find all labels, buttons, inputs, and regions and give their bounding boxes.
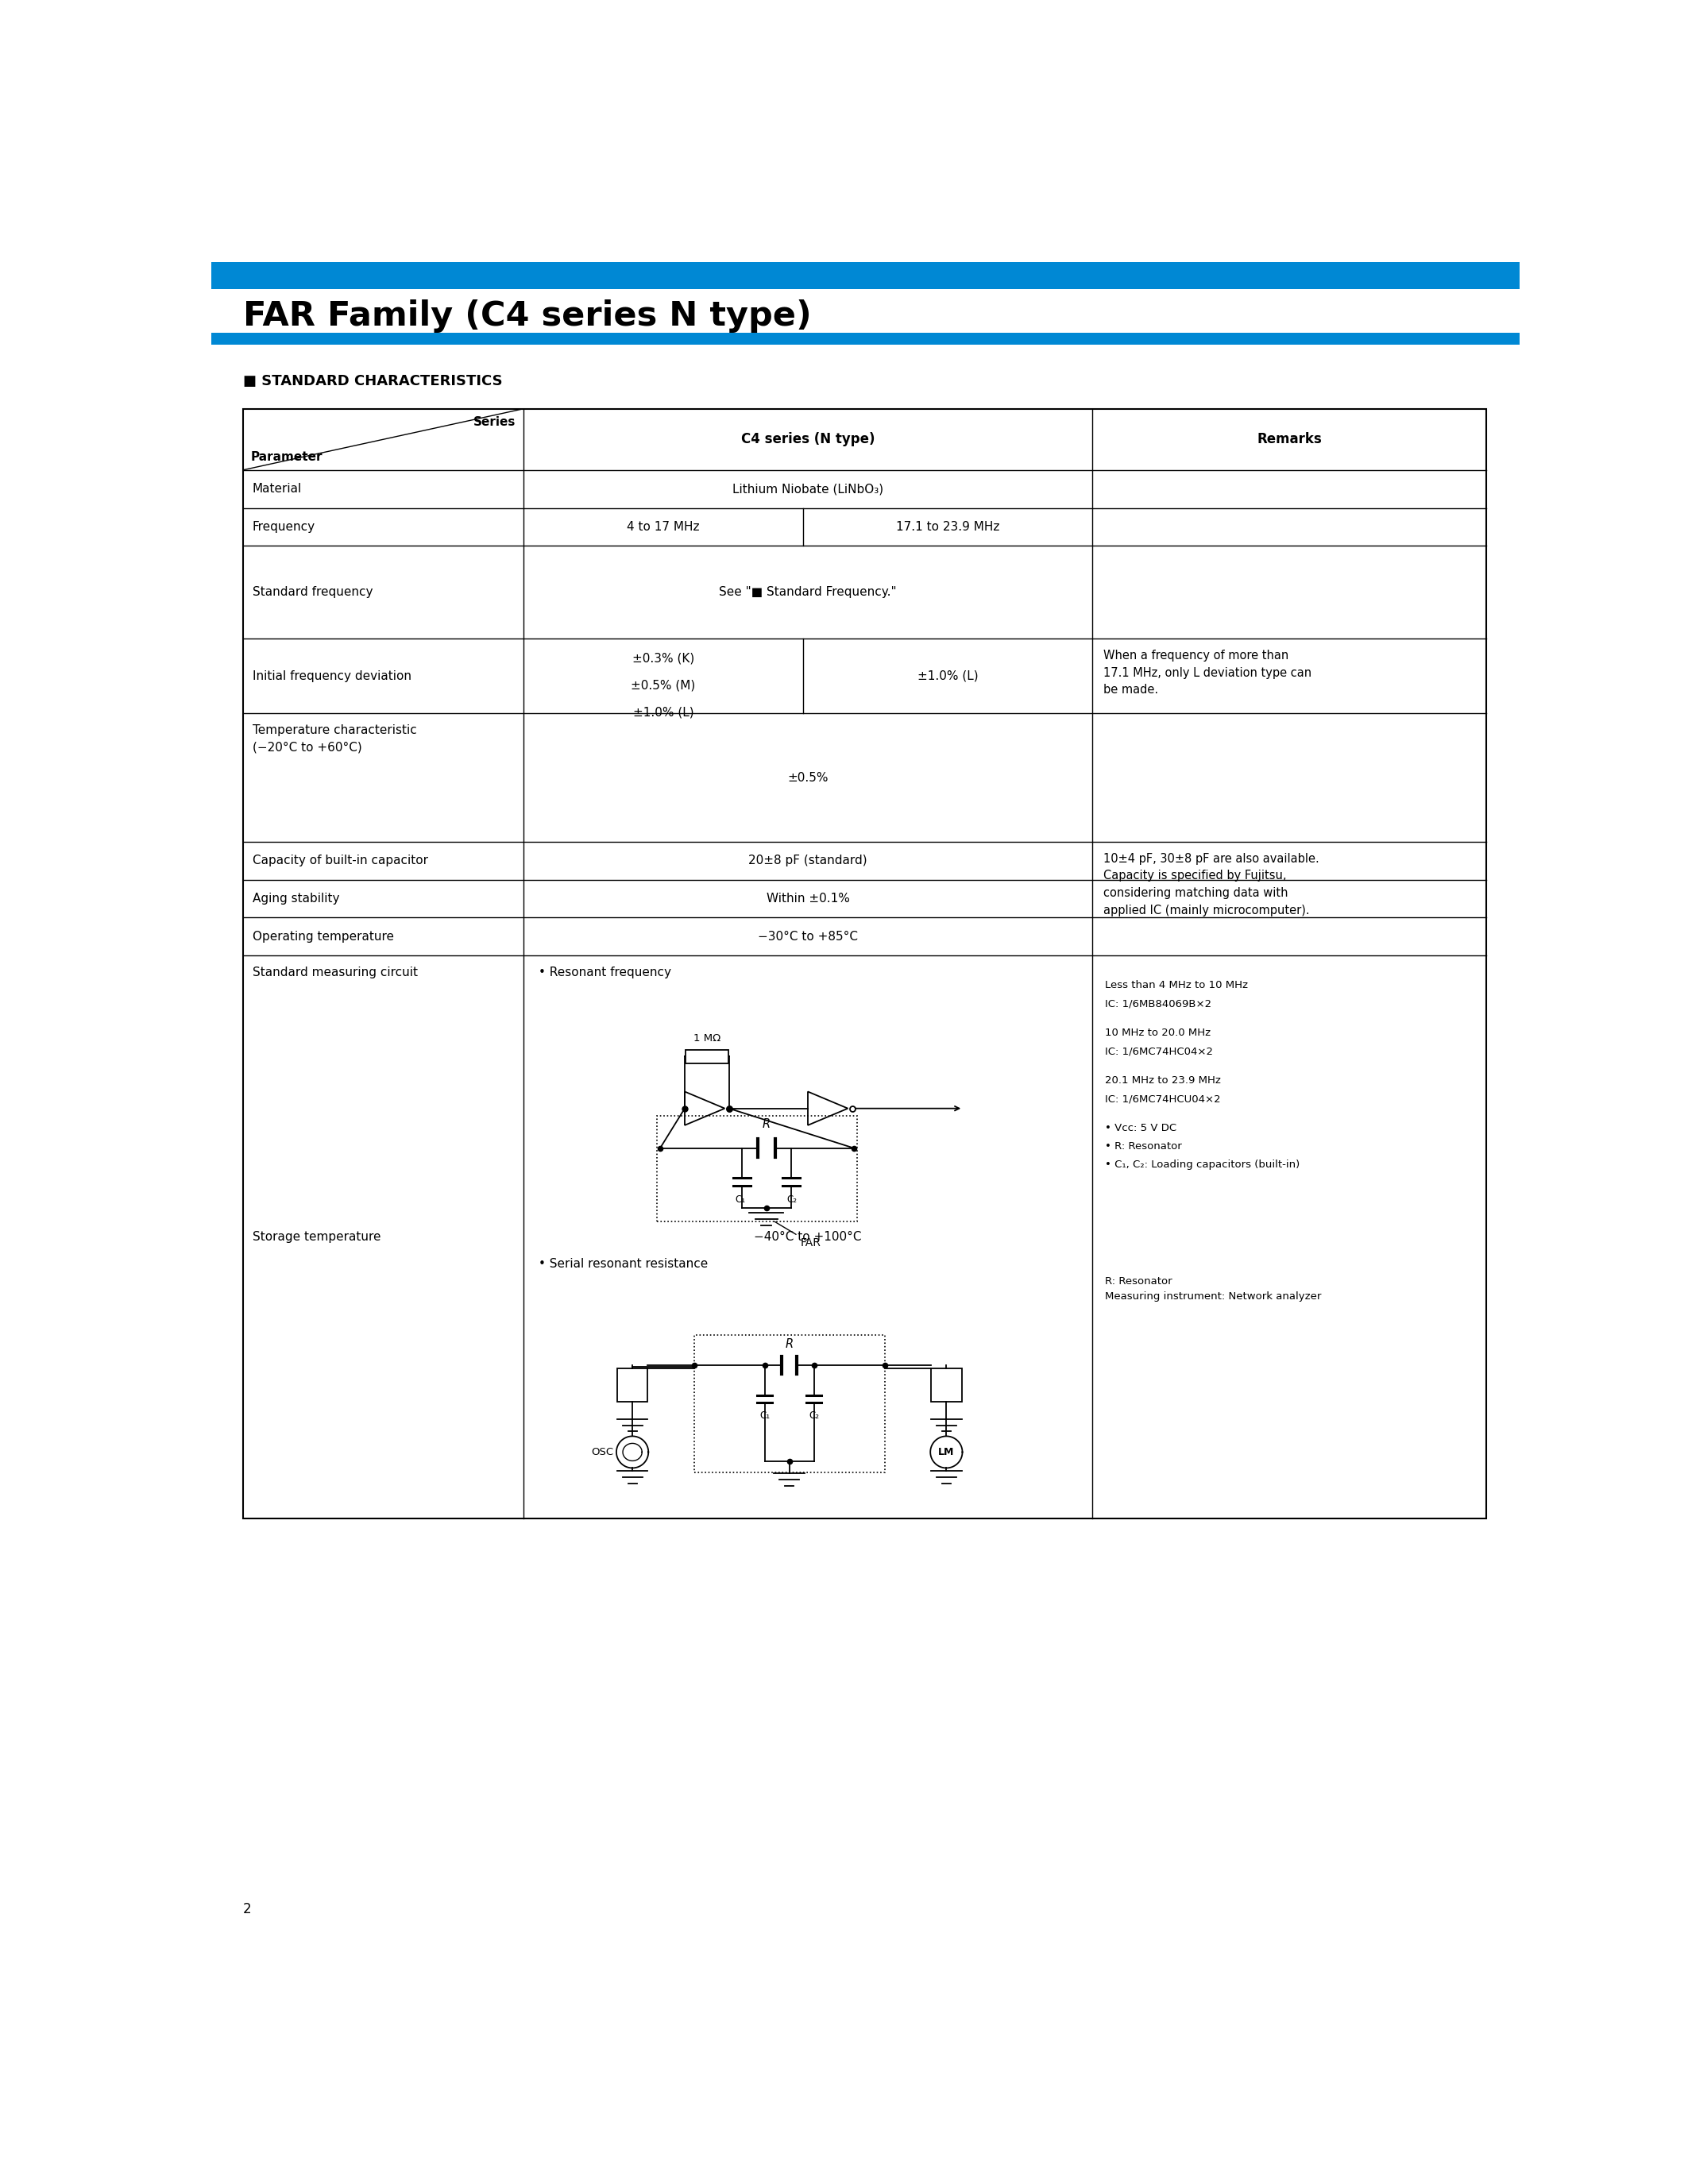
Text: • C₁, C₂: Loading capacitors (built-in): • C₁, C₂: Loading capacitors (built-in) <box>1106 1160 1300 1171</box>
Text: Standard frequency: Standard frequency <box>252 585 373 598</box>
Text: 75 Ω: 75 Ω <box>621 1380 645 1391</box>
Text: 4 to 17 MHz: 4 to 17 MHz <box>626 522 699 533</box>
Text: LM: LM <box>939 1448 954 1457</box>
Text: Remarks: Remarks <box>1258 432 1322 446</box>
Text: • Serial resonant resistance: • Serial resonant resistance <box>538 1258 707 1271</box>
Text: Less than 4 MHz to 10 MHz: Less than 4 MHz to 10 MHz <box>1106 981 1247 989</box>
Text: • Resonant frequency: • Resonant frequency <box>538 968 672 978</box>
Text: Parameter: Parameter <box>250 450 322 463</box>
Text: IC: 1/6MC74HCU04×2: IC: 1/6MC74HCU04×2 <box>1106 1094 1220 1105</box>
Bar <box>685 1051 729 1064</box>
Text: R: R <box>785 1339 793 1350</box>
Text: ±1.0% (L): ±1.0% (L) <box>633 705 694 719</box>
Text: Series: Series <box>473 417 517 428</box>
Bar <box>243 408 1487 1518</box>
Text: 2: 2 <box>243 1902 252 1915</box>
Text: C₁: C₁ <box>760 1411 770 1422</box>
Text: • R: Resonator: • R: Resonator <box>1106 1142 1182 1151</box>
Text: Operating temperature: Operating temperature <box>252 930 393 943</box>
Text: C₂: C₂ <box>809 1411 819 1422</box>
Text: When a frequency of more than
17.1 MHz, only L deviation type can
be made.: When a frequency of more than 17.1 MHz, … <box>1104 651 1312 697</box>
Text: ±0.5% (M): ±0.5% (M) <box>631 679 695 690</box>
Text: See "■ Standard Frequency.": See "■ Standard Frequency." <box>719 585 896 598</box>
Text: Storage temperature: Storage temperature <box>252 1232 380 1243</box>
Text: IC: 1/6MB84069B×2: IC: 1/6MB84069B×2 <box>1106 998 1212 1009</box>
Text: 10±4 pF, 30±8 pF are also available.
Capacity is specified by Fujitsu,
consideri: 10±4 pF, 30±8 pF are also available. Cap… <box>1104 852 1320 915</box>
Text: R: R <box>763 1118 770 1129</box>
Bar <box>211 332 1519 345</box>
Text: Material: Material <box>252 483 302 496</box>
Text: 10 MHz to 20.0 MHz: 10 MHz to 20.0 MHz <box>1106 1029 1210 1037</box>
Bar <box>657 1116 858 1221</box>
Text: Within ±0.1%: Within ±0.1% <box>766 893 849 904</box>
Text: ±0.3% (K): ±0.3% (K) <box>631 653 694 664</box>
Text: OSC: OSC <box>591 1448 613 1457</box>
Text: R: Resonator
Measuring instrument: Network analyzer: R: Resonator Measuring instrument: Netwo… <box>1106 1278 1322 1302</box>
Bar <box>618 1369 648 1402</box>
Text: Aging stability: Aging stability <box>252 893 339 904</box>
Text: Temperature characteristic
(−20°C to +60°C): Temperature characteristic (−20°C to +60… <box>252 725 417 753</box>
Text: 17.1 to 23.9 MHz: 17.1 to 23.9 MHz <box>896 522 999 533</box>
Text: IC: 1/6MC74HC04×2: IC: 1/6MC74HC04×2 <box>1106 1046 1214 1057</box>
Text: Standard measuring circuit: Standard measuring circuit <box>252 968 417 978</box>
Text: 20±8 pF (standard): 20±8 pF (standard) <box>748 854 868 867</box>
Bar <box>211 262 1519 288</box>
Text: Lithium Niobate (LiNbO₃): Lithium Niobate (LiNbO₃) <box>733 483 883 496</box>
Text: ■ STANDARD CHARACTERISTICS: ■ STANDARD CHARACTERISTICS <box>243 373 503 389</box>
Text: 1 MΩ: 1 MΩ <box>694 1033 721 1044</box>
Text: C4 series (N type): C4 series (N type) <box>741 432 874 446</box>
Text: −30°C to +85°C: −30°C to +85°C <box>758 930 858 943</box>
Text: Capacity of built-in capacitor: Capacity of built-in capacitor <box>252 854 427 867</box>
Bar <box>694 1334 885 1472</box>
Text: Initial frequency deviation: Initial frequency deviation <box>252 670 412 681</box>
Text: 75 Ω: 75 Ω <box>935 1380 959 1391</box>
Text: FAR: FAR <box>775 1221 820 1249</box>
Text: • Vcc: 5 V DC: • Vcc: 5 V DC <box>1106 1123 1177 1133</box>
Text: ±0.5%: ±0.5% <box>787 771 829 784</box>
Text: 20.1 MHz to 23.9 MHz: 20.1 MHz to 23.9 MHz <box>1106 1075 1220 1085</box>
Text: C₁: C₁ <box>736 1195 746 1206</box>
Bar <box>932 1369 962 1402</box>
Text: Frequency: Frequency <box>252 522 316 533</box>
Text: C₂: C₂ <box>787 1195 797 1206</box>
Text: ±1.0% (L): ±1.0% (L) <box>918 670 979 681</box>
Text: −40°C to +100°C: −40°C to +100°C <box>755 1232 861 1243</box>
Text: FAR Family (C4 series N type): FAR Family (C4 series N type) <box>243 299 812 332</box>
